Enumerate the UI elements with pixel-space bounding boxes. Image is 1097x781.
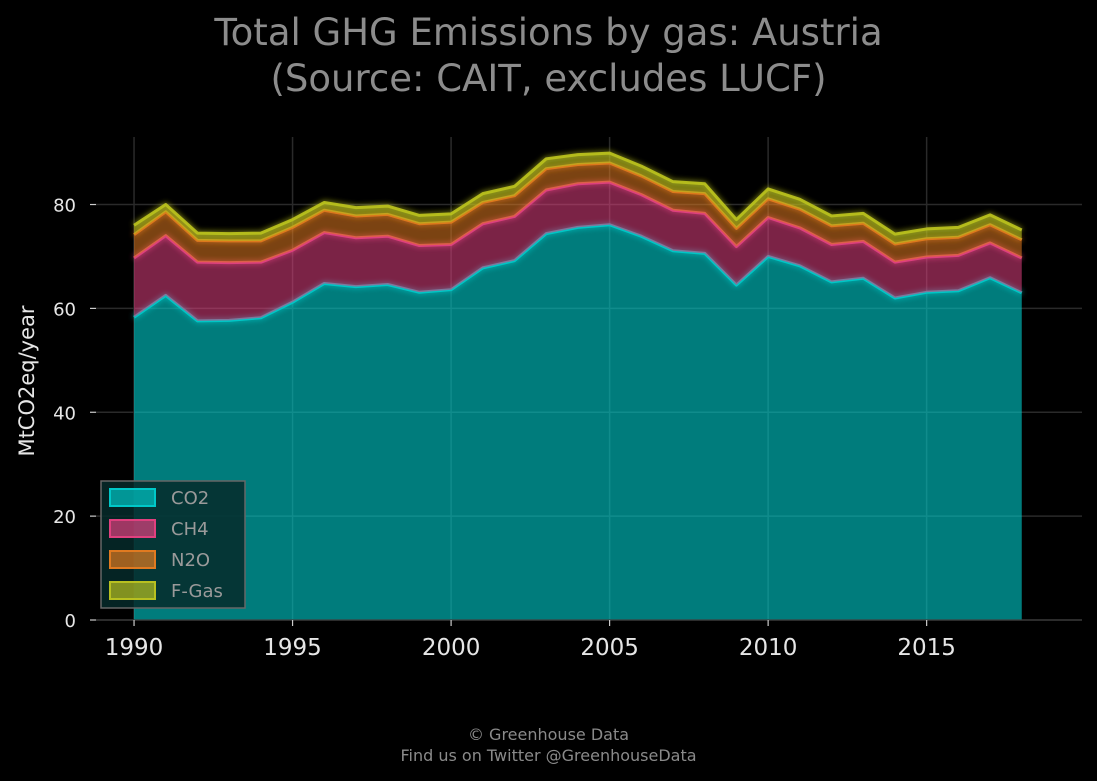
axes: 1990 1995 2000 2005 2010 2015 0 20 40 60 80 — [53, 196, 1082, 661]
line-f-gas — [133, 151, 1023, 236]
x-tick-label: 2015 — [897, 635, 956, 661]
footer-twitter: Find us on Twitter @GreenhouseData — [400, 746, 697, 765]
legend-swatch — [109, 488, 156, 507]
chart-title-main: Total GHG Emissions by gas: Austria — [214, 11, 883, 54]
footer-credit: © Greenhouse Data Find us on Twitter @Gr… — [0, 724, 1097, 766]
footer-copyright: © Greenhouse Data — [467, 725, 630, 744]
legend-label: CO2 — [171, 488, 209, 509]
area-ch4 — [134, 182, 1022, 321]
legend-label: N2O — [171, 550, 210, 571]
legend-label: CH4 — [171, 519, 209, 540]
y-axis-label: MtCO2eq/year — [15, 305, 39, 456]
y-tick-label: 20 — [53, 507, 76, 528]
x-tick-label: 2010 — [739, 635, 798, 661]
legend-swatch — [109, 581, 156, 600]
legend-label: F-Gas — [171, 581, 223, 602]
legend: CO2 CH4 N2O F-Gas — [100, 480, 246, 609]
x-tick-label: 1995 — [263, 635, 322, 661]
area-n2o — [134, 162, 1022, 263]
legend-swatch — [109, 550, 156, 569]
x-tick-label: 2000 — [422, 635, 481, 661]
y-tick-label: 60 — [53, 299, 76, 320]
y-tick-label: 0 — [65, 611, 76, 632]
y-tick-label: 80 — [53, 196, 76, 217]
legend-swatch — [109, 519, 156, 538]
chart-title: Total GHG Emissions by gas: Austria (Sou… — [0, 10, 1097, 102]
stacked-areas — [133, 151, 1023, 620]
y-tick-label: 40 — [53, 403, 76, 424]
area-co2 — [134, 224, 1022, 620]
chart-subtitle: (Source: CAIT, excludes LUCF) — [270, 57, 827, 100]
x-tick-label: 2005 — [580, 635, 639, 661]
x-tick-label: 1990 — [105, 635, 164, 661]
